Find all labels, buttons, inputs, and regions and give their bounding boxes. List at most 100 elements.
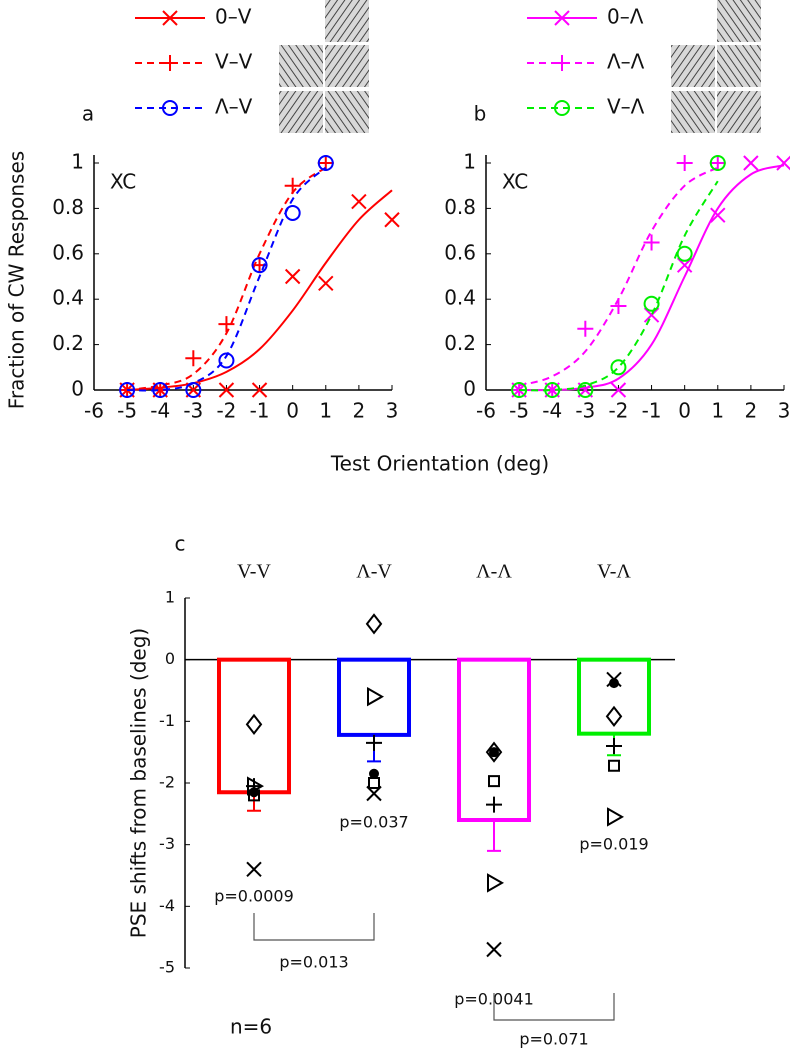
subject-marker: [609, 678, 620, 689]
p-value-label: p=0.037: [339, 813, 408, 832]
fit-curve: [519, 180, 719, 392]
x-tick-label: -2: [216, 399, 236, 423]
x-tick-label: -3: [183, 399, 203, 423]
y-tick-label: 0: [463, 377, 476, 401]
subject-marker: [486, 941, 502, 958]
subject-marker: [608, 759, 620, 772]
fit-curve: [127, 189, 393, 391]
x-axis-label: Test Orientation (deg): [330, 452, 549, 476]
subject-marker: [368, 777, 380, 789]
x-tick-label: 0: [286, 399, 299, 423]
subject-marker: [489, 747, 500, 758]
y-tick-label: 0: [71, 377, 84, 401]
subject-marker: [607, 807, 625, 827]
fit-curve: [127, 166, 327, 392]
data-point: [351, 193, 367, 210]
subject-marker: [485, 741, 503, 763]
note: n=6: [230, 1015, 272, 1039]
legend-label: V–Λ: [607, 95, 645, 119]
data-point: [743, 155, 759, 171]
x-tick-label: -6: [476, 399, 496, 423]
data-point: [185, 382, 202, 398]
data-point: [610, 382, 627, 398]
subject-marker: [366, 785, 382, 802]
data-point: [643, 307, 660, 323]
legend-label: Λ–V: [215, 95, 253, 119]
data-point: [577, 320, 594, 337]
data-point: [676, 257, 693, 273]
fit-curve: [519, 164, 785, 392]
annotation: XC: [110, 170, 136, 194]
comparison-bracket: [253, 913, 375, 941]
legend-marker: [162, 10, 178, 26]
comparison-label: p=0.071: [519, 1030, 588, 1049]
y-tick-label: -5: [159, 958, 175, 977]
y-tick-label: 0.2: [444, 331, 476, 355]
y-axis-label: Fraction of CW Responses: [5, 151, 29, 409]
data-point: [218, 316, 235, 333]
error-bar: [487, 820, 501, 852]
y-tick-label: -4: [159, 896, 175, 915]
subject-marker: [488, 775, 500, 788]
x-tick-label: 2: [745, 399, 758, 423]
comparison-label: p=0.013: [279, 953, 348, 972]
data-point: [284, 268, 301, 285]
stimulus-icons: [279, 0, 761, 133]
x-tick-label: 1: [711, 399, 724, 423]
data-point: [317, 155, 334, 171]
data-point: [709, 155, 726, 171]
y-tick-label: -1: [159, 711, 175, 730]
data-point: [643, 234, 660, 251]
legend-marker: [554, 55, 570, 71]
y-tick-label: 1: [165, 588, 175, 607]
x-tick-label: -1: [642, 399, 662, 423]
legend-label: 0–V: [215, 5, 252, 29]
y-tick-label: 0: [165, 649, 175, 668]
data-point: [676, 245, 693, 262]
x-tick-label: 3: [386, 399, 399, 423]
subject-marker: [487, 873, 505, 893]
legend-marker: [162, 55, 178, 71]
y-tick-label: 1: [71, 150, 84, 174]
data-point: [709, 155, 726, 171]
x-tick-label: -1: [250, 399, 270, 423]
annotation: XC: [502, 170, 528, 194]
p-value-label: p=0.019: [579, 835, 648, 854]
subject-marker: [365, 613, 383, 635]
panel-label: b: [474, 102, 487, 126]
data-point: [318, 275, 334, 292]
x-tick-label: -5: [117, 399, 137, 423]
y-tick-label: -3: [159, 834, 175, 853]
data-point: [218, 382, 235, 398]
category-label: Λ-V: [356, 561, 392, 583]
subject-marker: [369, 768, 380, 779]
y-tick-label: 0.8: [444, 195, 476, 219]
bar: [577, 657, 651, 736]
bar: [337, 657, 411, 737]
data-point: [284, 177, 301, 194]
data-point: [119, 382, 136, 398]
comparison-bracket: [493, 993, 615, 1021]
bar: [457, 657, 531, 823]
data-point: [511, 382, 528, 398]
legend-label: V–V: [215, 50, 253, 74]
y-tick-label: 0.4: [52, 286, 84, 310]
y-tick-label: 0.8: [52, 195, 84, 219]
category-label: V-V: [237, 561, 271, 583]
x-tick-label: 1: [319, 399, 332, 423]
data-point: [544, 382, 561, 398]
subject-marker: [606, 738, 622, 754]
data-point: [218, 352, 235, 369]
data-point: [610, 298, 627, 315]
panel-label: a: [82, 102, 94, 126]
y-axis-label: PSE shifts from baselines (deg): [127, 628, 151, 938]
x-tick-label: -6: [84, 399, 104, 423]
data-point: [284, 204, 301, 221]
legend-marker: [554, 100, 571, 116]
legend-marker: [162, 100, 179, 116]
data-point: [610, 359, 627, 376]
subject-marker: [486, 796, 502, 813]
data-point: [185, 350, 202, 367]
x-tick-label: -4: [150, 399, 170, 423]
